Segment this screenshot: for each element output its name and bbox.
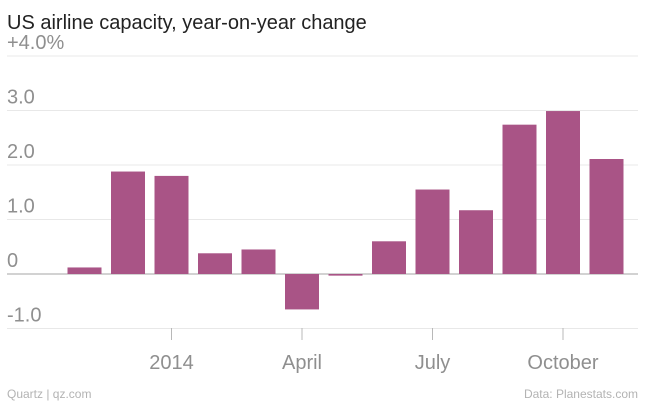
x-tick-label: October [527,352,598,374]
x-tick-label: July [415,352,451,374]
bar [546,111,580,274]
source-label: Data: Planestats.com [524,387,638,401]
credit-label: Quartz | qz.com [7,387,91,401]
bar [241,249,276,274]
bar [372,241,406,274]
bars [67,111,624,310]
x-tick-label: 2014 [149,352,194,374]
y-tick-label: +4.0% [7,32,64,54]
y-tick-label: 0 [7,250,18,272]
bar [198,253,232,274]
y-tick-label: 1.0 [7,196,35,218]
y-tick-label: -1.0 [7,305,41,327]
bar [459,210,493,274]
y-tick-label: 3.0 [7,87,35,109]
x-axis-ticks [171,328,564,340]
bar [67,267,102,274]
bar [154,175,189,274]
x-axis-labels: 2014 April July October [149,352,599,374]
grid-lines [7,55,638,329]
chart-title: US airline capacity, year-on-year change [7,12,367,34]
bar [502,124,537,274]
bar [415,189,450,274]
bar [589,159,624,274]
y-tick-label: 2.0 [7,141,35,163]
bar [111,171,145,274]
y-axis-labels: -1.0 0 1.0 2.0 3.0 +4.0% [7,32,64,327]
x-tick-label: April [282,352,322,374]
bar [285,274,319,310]
bar [328,274,363,276]
